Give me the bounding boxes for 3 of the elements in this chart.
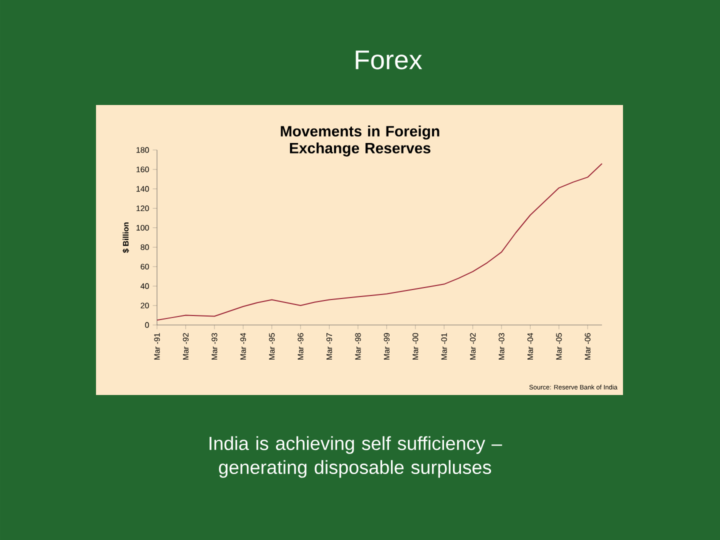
text: India is achieving self sufficiency – generating disposable surpluses [210, 436, 502, 478]
chart-subtitle: Movements in Foreign Exchange Reserves [280, 126, 440, 156]
chart-title: Forex [356, 50, 422, 70]
